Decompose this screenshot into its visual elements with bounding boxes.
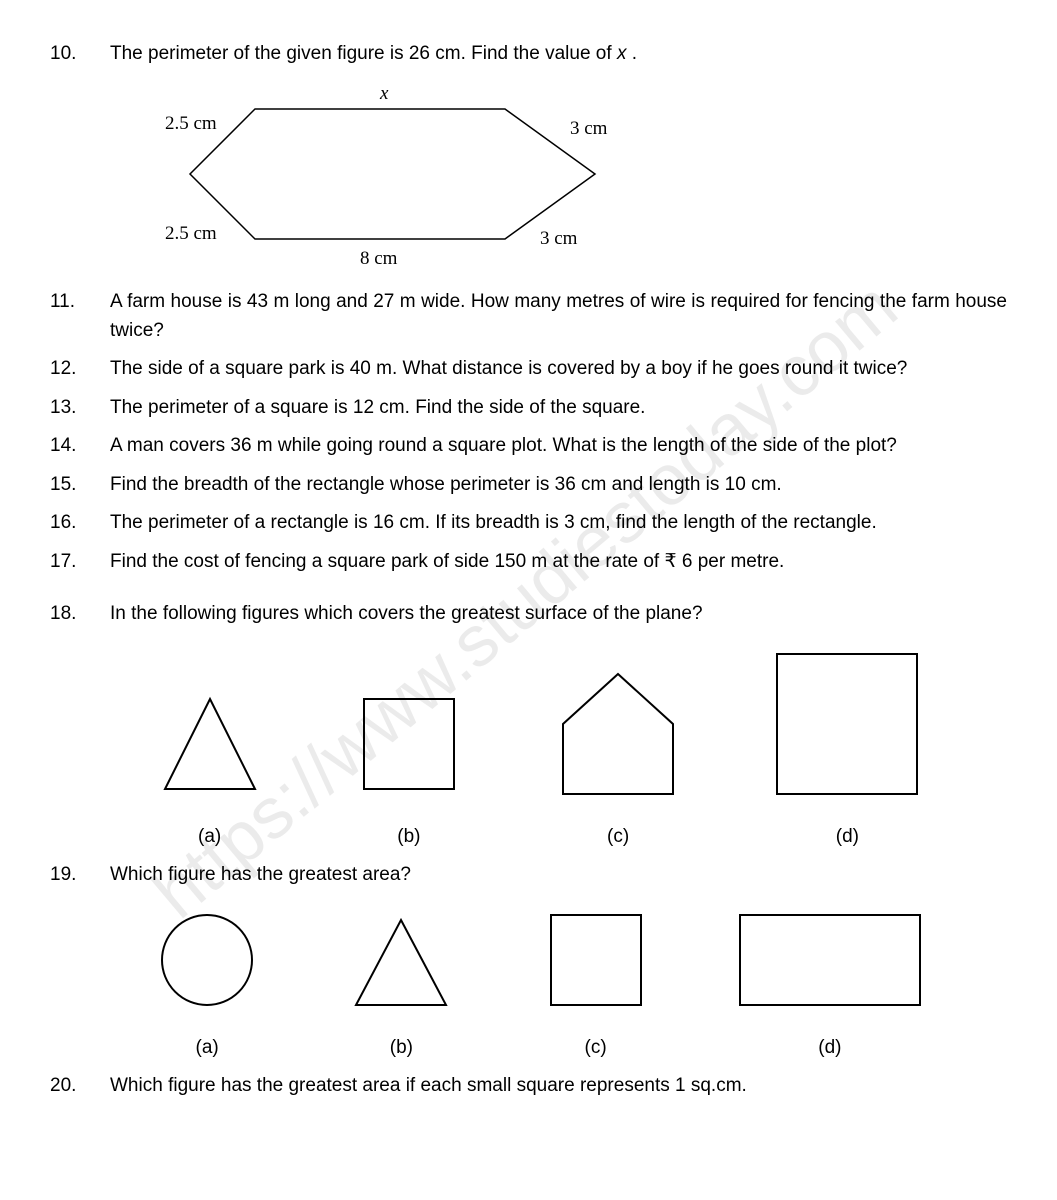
question-text: Which figure has the greatest area if ea… [110,1072,1007,1101]
question-16: 16. The perimeter of a rectangle is 16 c… [50,509,1007,538]
large-square-icon [772,649,922,799]
option-label: (d) [818,1034,841,1063]
hex-label-right-bot: 3 cm [540,228,578,249]
question-number: 18. [50,600,110,629]
option-label: (a) [198,823,221,852]
q19-option-a: (a) [152,910,262,1063]
option-label: (b) [397,823,420,852]
question-text: Find the breadth of the rectangle whose … [110,471,1007,500]
question-number: 16. [50,509,110,538]
q19-option-b: (b) [346,910,456,1063]
q18-option-d: (d) [772,649,922,852]
question-number: 17. [50,548,110,577]
option-label: (c) [585,1034,607,1063]
question-14: 14. A man covers 36 m while going round … [50,432,1007,461]
hex-label-bottom: 8 cm [360,248,398,269]
q18-option-c: (c) [553,669,683,852]
question-text: Which figure has the greatest area? [110,861,1007,890]
question-17: 17. Find the cost of fencing a square pa… [50,548,1007,577]
question-text: Find the cost of fencing a square park o… [110,548,1007,577]
question-number: 15. [50,471,110,500]
hex-label-left-bot: 2.5 cm [165,223,217,244]
q10-text-a: The perimeter of the given figure is 26 … [110,43,617,64]
q18-option-b: (b) [354,689,464,852]
question-19: 19. Which figure has the greatest area? [50,861,1007,890]
q18-options: (a) (b) (c) (d) [110,649,967,852]
question-13: 13. The perimeter of a square is 12 cm. … [50,394,1007,423]
hexagon-shape [190,109,595,239]
question-number: 10. [50,40,110,69]
square-icon [354,689,464,799]
triangle-icon [346,910,456,1010]
question-text: In the following figures which covers th… [110,600,1007,629]
q19-option-c: (c) [541,910,651,1063]
question-10: 10. The perimeter of the given figure is… [50,40,1007,69]
q19-options: (a) (b) (c) (d) [110,910,967,1063]
question-18: 18. In the following figures which cover… [50,600,1007,629]
question-number: 13. [50,394,110,423]
question-12: 12. The side of a square park is 40 m. W… [50,355,1007,384]
question-text: A man covers 36 m while going round a sq… [110,432,1007,461]
question-number: 20. [50,1072,110,1101]
q10-text-b: . [626,43,637,64]
hex-label-x: x [379,83,389,104]
question-text: The side of a square park is 40 m. What … [110,355,1007,384]
question-text: The perimeter of a square is 12 cm. Find… [110,394,1007,423]
question-number: 19. [50,861,110,890]
option-label: (c) [607,823,629,852]
worksheet-content: 10. The perimeter of the given figure is… [50,40,1007,1101]
rectangle-icon [735,910,925,1010]
option-label: (a) [196,1034,219,1063]
option-label: (d) [836,823,859,852]
question-11: 11. A farm house is 43 m long and 27 m w… [50,288,1007,345]
hex-label-left-top: 2.5 cm [165,113,217,134]
pentagon-house-icon [553,669,683,799]
hex-label-right-top: 3 cm [570,118,608,139]
question-number: 11. [50,288,110,345]
triangle-icon [155,689,265,799]
circle-icon [152,910,262,1010]
question-text: A farm house is 43 m long and 27 m wide.… [110,288,1007,345]
question-text: The perimeter of a rectangle is 16 cm. I… [110,509,1007,538]
q18-option-a: (a) [155,689,265,852]
q19-option-d: (d) [735,910,925,1063]
question-number: 12. [50,355,110,384]
question-20: 20. Which figure has the greatest area i… [50,1072,1007,1101]
option-label: (b) [390,1034,413,1063]
hexagon-figure: x 2.5 cm 2.5 cm 3 cm 3 cm 8 cm [150,79,1007,279]
q10-variable-x: x [617,43,627,64]
question-15: 15. Find the breadth of the rectangle wh… [50,471,1007,500]
question-number: 14. [50,432,110,461]
square-icon [541,910,651,1010]
question-text: The perimeter of the given figure is 26 … [110,40,1007,69]
